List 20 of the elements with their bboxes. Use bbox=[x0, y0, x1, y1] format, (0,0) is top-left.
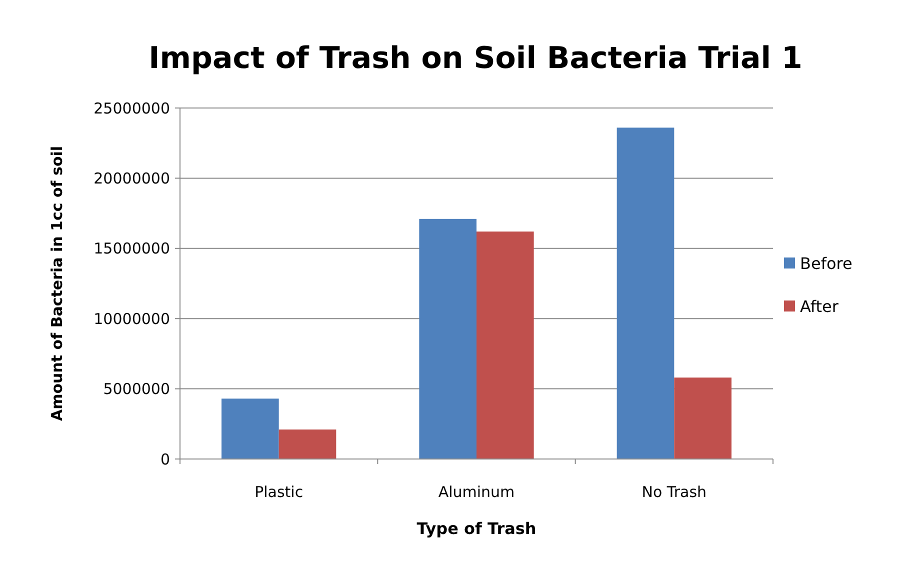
x-tick-label: Aluminum bbox=[438, 483, 515, 501]
y-tick-label: 15000000 bbox=[94, 240, 170, 258]
bar bbox=[476, 232, 534, 459]
bar bbox=[278, 430, 336, 459]
y-tick-label: 10000000 bbox=[94, 310, 170, 328]
x-axis-title: Type of Trash bbox=[416, 519, 536, 538]
y-axis-title: Amount of Bacteria in 1cc of soil bbox=[48, 146, 66, 422]
bar bbox=[419, 218, 476, 459]
y-tick-label: 0 bbox=[160, 450, 170, 468]
legend-label: Before bbox=[800, 254, 852, 274]
legend-label: After bbox=[800, 297, 839, 316]
chart-title: Impact of Trash on Soil Bacteria Trial 1 bbox=[148, 41, 802, 76]
x-tick-label: Plastic bbox=[254, 483, 304, 501]
y-tick-label: 25000000 bbox=[94, 99, 170, 118]
bar bbox=[674, 378, 732, 459]
bar bbox=[616, 128, 674, 459]
y-tick-label: 20000000 bbox=[94, 169, 170, 188]
y-tick-label: 5000000 bbox=[103, 380, 170, 398]
x-tick-label: No Trash bbox=[642, 483, 707, 501]
bar bbox=[222, 398, 279, 459]
